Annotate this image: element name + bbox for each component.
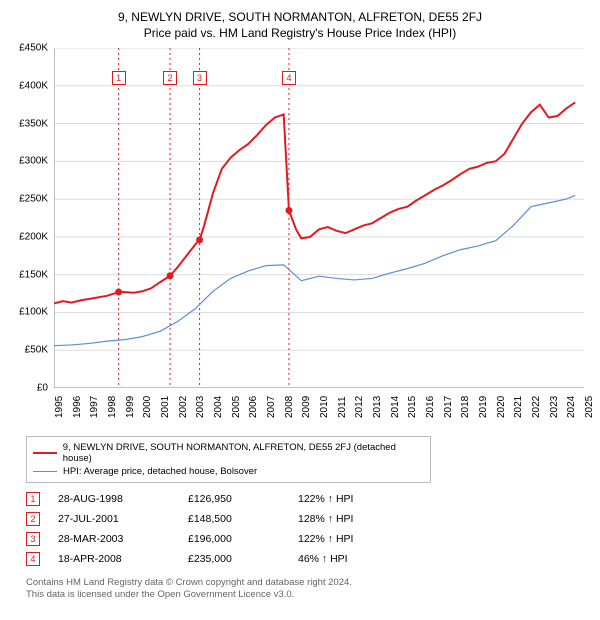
x-axis-label: 2008	[284, 396, 295, 418]
x-axis-label: 2007	[266, 396, 277, 418]
x-axis-label: 2005	[231, 396, 242, 418]
x-axis-label: 2000	[142, 396, 153, 418]
x-axis-label: 2010	[319, 396, 330, 418]
transaction-pct: 128% ↑ HPI	[298, 513, 398, 525]
transaction-marker: 4	[26, 552, 40, 566]
table-row: 3 28-MAR-2003£196,000122% ↑ HPI	[26, 529, 592, 549]
x-axis-label: 2001	[160, 396, 171, 418]
x-axis-label: 2019	[478, 396, 489, 418]
transaction-marker: 1	[26, 492, 40, 506]
y-axis-label: £350K	[8, 118, 48, 129]
table-row: 1 28-AUG-1998£126,950122% ↑ HPI	[26, 489, 592, 509]
legend-swatch	[33, 471, 57, 472]
x-axis-label: 2021	[513, 396, 524, 418]
footnote-line-2: This data is licensed under the Open Gov…	[26, 589, 592, 601]
page-title: 9, NEWLYN DRIVE, SOUTH NORMANTON, ALFRET…	[8, 10, 592, 24]
transaction-price: £235,000	[188, 553, 298, 565]
transaction-date: 18-APR-2008	[58, 553, 188, 565]
legend-label: 9, NEWLYN DRIVE, SOUTH NORMANTON, ALFRET…	[63, 442, 424, 464]
x-axis-label: 1998	[107, 396, 118, 418]
x-axis-label: 2006	[248, 396, 259, 418]
x-axis-label: 2018	[460, 396, 471, 418]
legend: 9, NEWLYN DRIVE, SOUTH NORMANTON, ALFRET…	[26, 436, 431, 483]
transaction-date: 28-MAR-2003	[58, 533, 188, 545]
x-axis-label: 2025	[584, 396, 595, 418]
transaction-pct: 122% ↑ HPI	[298, 493, 398, 505]
transaction-marker: 2	[26, 512, 40, 526]
footnote: Contains HM Land Registry data © Crown c…	[26, 577, 592, 602]
x-axis-label: 1999	[125, 396, 136, 418]
y-axis-label: £50K	[8, 345, 48, 356]
x-axis-label: 2023	[549, 396, 560, 418]
chart-marker: 2	[163, 71, 177, 85]
x-axis-label: 2024	[566, 396, 577, 418]
y-axis-label: £400K	[8, 80, 48, 91]
transaction-marker: 3	[26, 532, 40, 546]
x-axis-label: 2015	[407, 396, 418, 418]
x-axis-label: 2009	[301, 396, 312, 418]
legend-item: HPI: Average price, detached house, Bols…	[33, 465, 424, 478]
y-axis-label: £250K	[8, 194, 48, 205]
transaction-price: £126,950	[188, 493, 298, 505]
transactions-table: 128-AUG-1998£126,950122% ↑ HPI227-JUL-20…	[26, 489, 592, 569]
y-axis-label: £150K	[8, 269, 48, 280]
x-axis-label: 2011	[337, 396, 348, 418]
chart-marker: 1	[112, 71, 126, 85]
x-axis-label: 2014	[390, 396, 401, 418]
y-axis-label: £100K	[8, 307, 48, 318]
table-row: 2 27-JUL-2001£148,500128% ↑ HPI	[26, 509, 592, 529]
x-axis-label: 1996	[72, 396, 83, 418]
transaction-pct: 122% ↑ HPI	[298, 533, 398, 545]
x-axis-label: 1997	[89, 396, 100, 418]
page-subtitle: Price paid vs. HM Land Registry's House …	[8, 26, 592, 40]
transaction-date: 27-JUL-2001	[58, 513, 188, 525]
price-chart: £0 £50K £100K £150K £200K £250K £300K £350K £400…	[8, 48, 592, 428]
legend-item: 9, NEWLYN DRIVE, SOUTH NORMANTON, ALFRET…	[33, 441, 424, 465]
x-axis-label: 2012	[354, 396, 365, 418]
chart-marker: 4	[282, 71, 296, 85]
transaction-date: 28-AUG-1998	[58, 493, 188, 505]
x-axis-label: 2013	[372, 396, 383, 418]
y-axis-label: £450K	[8, 43, 48, 54]
x-axis-label: 2017	[443, 396, 454, 418]
x-axis-label: 2003	[195, 396, 206, 418]
table-row: 4 18-APR-2008£235,00046% ↑ HPI	[26, 549, 592, 569]
transaction-price: £148,500	[188, 513, 298, 525]
x-axis-label: 2002	[178, 396, 189, 418]
x-axis-label: 2016	[425, 396, 436, 418]
x-axis-label: 2022	[531, 396, 542, 418]
y-axis-label: £0	[8, 383, 48, 394]
x-axis-label: 1995	[54, 396, 65, 418]
transaction-pct: 46% ↑ HPI	[298, 553, 398, 565]
legend-label: HPI: Average price, detached house, Bols…	[63, 466, 257, 477]
transaction-price: £196,000	[188, 533, 298, 545]
x-axis-label: 2004	[213, 396, 224, 418]
y-axis-label: £300K	[8, 156, 48, 167]
chart-svg	[54, 48, 584, 388]
y-axis-label: £200K	[8, 231, 48, 242]
footnote-line-1: Contains HM Land Registry data © Crown c…	[26, 577, 592, 589]
chart-marker: 3	[193, 71, 207, 85]
legend-swatch	[33, 452, 57, 454]
x-axis-label: 2020	[496, 396, 507, 418]
